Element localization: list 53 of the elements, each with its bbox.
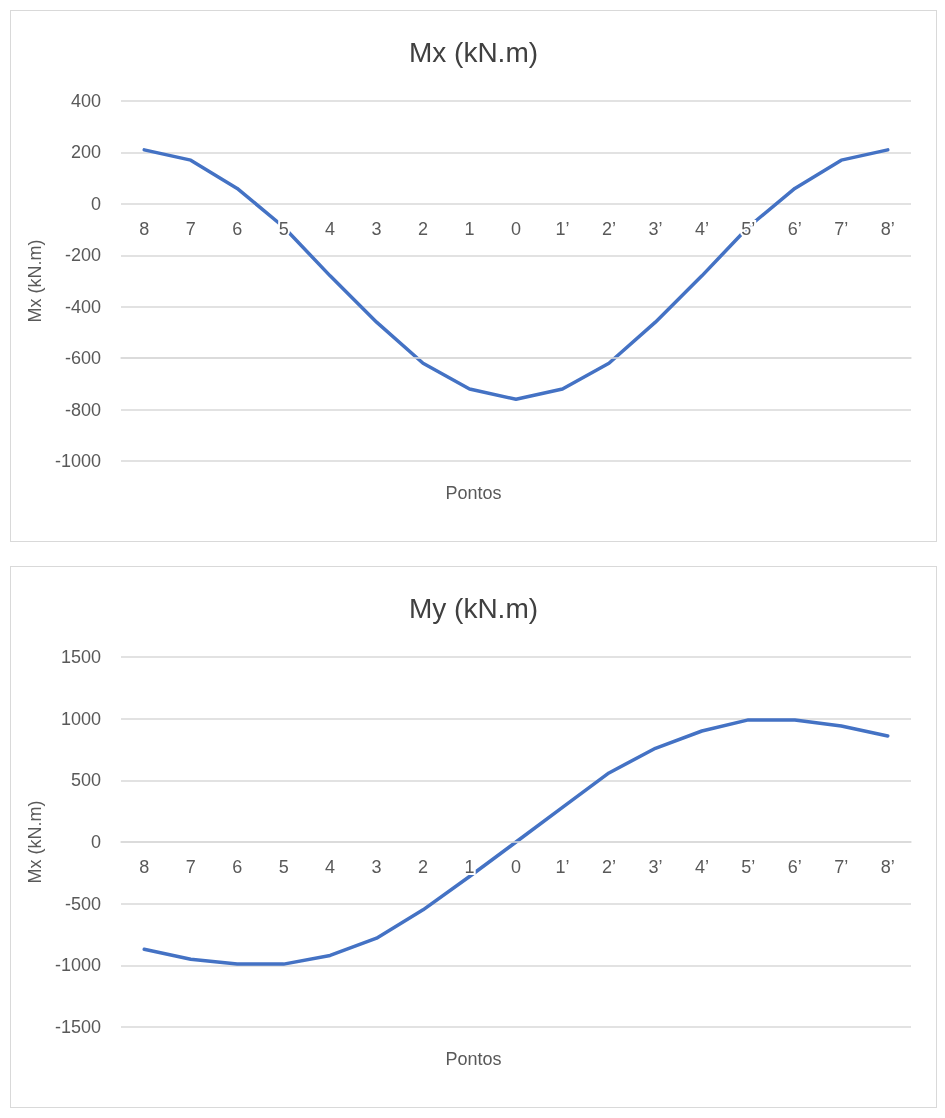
x-tick-label: 7’	[834, 857, 849, 877]
y-axis-title: Mx (kN.m)	[25, 239, 46, 323]
x-tick-label: 8	[139, 219, 150, 239]
x-tick-label: 1’	[555, 219, 570, 239]
chart-title: My (kN.m)	[408, 592, 539, 624]
x-tick-label: 3’	[648, 219, 663, 239]
y-tick-label: 0	[90, 832, 101, 852]
x-tick-label: 4	[325, 857, 336, 877]
x-tick-label: 3	[371, 857, 382, 877]
x-tick-label: 3’	[648, 857, 663, 877]
y-tick-label: -600	[64, 348, 101, 369]
y-tick-label: 400	[70, 91, 101, 111]
x-axis-title: Pontos	[445, 483, 502, 503]
x-tick-label: 0	[510, 857, 522, 877]
y-tick-label: -1500	[54, 1017, 101, 1037]
x-tick-label: 5’	[741, 857, 756, 877]
y-tick-label: 1000	[60, 708, 101, 729]
x-tick-label: 4	[325, 219, 336, 239]
x-tick-label: 3	[371, 219, 382, 239]
x-tick-label: 2	[418, 857, 429, 877]
x-tick-label: 1	[464, 857, 475, 877]
y-tick-label: -1000	[54, 955, 101, 976]
x-tick-label: 8	[139, 857, 150, 877]
y-tick-label: 500	[70, 770, 101, 791]
x-tick-label: 1	[464, 219, 475, 239]
x-tick-label: 6’	[787, 857, 802, 877]
x-tick-label: 8’	[880, 219, 895, 239]
x-tick-label: 2’	[601, 219, 616, 239]
y-tick-label: 1500	[60, 647, 101, 667]
y-tick-label: -500	[64, 893, 101, 914]
x-tick-label: 7	[185, 219, 196, 239]
x-tick-label: 8’	[880, 857, 895, 877]
x-tick-label: 2	[418, 219, 429, 239]
x-tick-label: 6	[232, 857, 243, 877]
x-tick-label: 4’	[694, 857, 709, 877]
x-tick-label: 6	[232, 219, 243, 239]
y-tick-label: 0	[90, 193, 101, 214]
y-axis-title: Mx (kN.m)	[25, 800, 46, 884]
chart-title: Mx (kN.m)	[408, 36, 539, 68]
y-tick-label: -400	[64, 296, 101, 317]
x-tick-label: 4’	[694, 219, 709, 239]
x-tick-label: 0	[510, 219, 522, 239]
x-axis-title: Pontos	[445, 1049, 502, 1069]
x-tick-label: 2’	[601, 857, 616, 877]
x-tick-label: 1’	[555, 857, 570, 877]
y-tick-label: -200	[64, 245, 101, 266]
x-tick-label: 6’	[787, 219, 802, 239]
y-tick-label: -1000	[54, 451, 101, 471]
y-tick-label: -800	[64, 399, 101, 420]
x-tick-label: 7	[185, 857, 196, 877]
y-tick-label: 200	[70, 142, 101, 163]
x-tick-label: 5	[278, 857, 289, 877]
x-tick-label: 7’	[834, 219, 849, 239]
